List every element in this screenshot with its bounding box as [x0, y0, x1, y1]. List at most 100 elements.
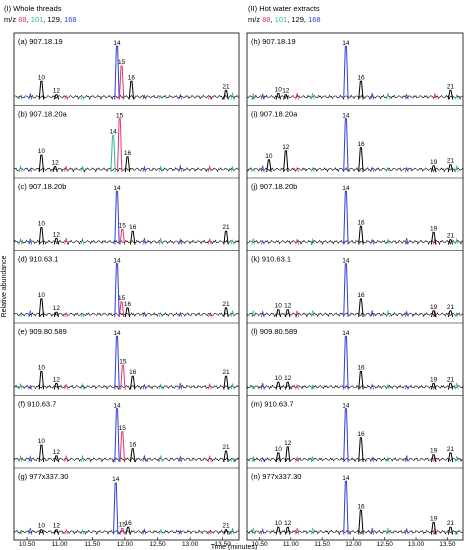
minor-peak	[386, 92, 390, 100]
minor-peak	[178, 311, 183, 318]
peak-label-14: 14	[342, 258, 350, 265]
minor-peak	[28, 167, 33, 173]
minor-peak	[295, 238, 299, 245]
peak-label-14: 14	[113, 403, 121, 410]
peak-14	[114, 190, 120, 245]
minor-peak	[142, 455, 147, 463]
peak-label-14: 14	[342, 113, 350, 120]
peak-label-15: 15	[118, 59, 126, 66]
peak-19	[430, 310, 437, 318]
peak-label-10: 10	[275, 86, 283, 93]
peak-label-21: 21	[222, 523, 230, 530]
minor-peak	[207, 529, 212, 535]
peak-21	[223, 450, 229, 463]
peak-16	[358, 80, 364, 100]
minor-peak	[251, 168, 256, 173]
minor-peak	[260, 528, 265, 535]
peak-label-12: 12	[53, 88, 61, 95]
y-axis-label: Relative abundance	[1, 255, 8, 317]
peak-12	[53, 455, 60, 463]
minor-peak	[310, 384, 315, 390]
ion-legend-left: m/z 88, 101, 129, 168	[4, 15, 77, 24]
minor-peak	[80, 95, 85, 100]
minor-peak	[260, 165, 265, 173]
minor-peak	[295, 527, 299, 535]
baseline-trace	[13, 312, 240, 318]
minor-peak	[454, 530, 459, 535]
peak-10	[38, 154, 45, 173]
minor-peak	[207, 455, 212, 463]
peak-label-19: 19	[430, 376, 438, 383]
peak-12	[53, 237, 60, 245]
minor-peak	[454, 456, 459, 463]
minor-peak	[64, 311, 69, 318]
peak-label-10: 10	[38, 438, 46, 445]
x-tick-label: 12.50	[377, 541, 394, 548]
peak-16	[358, 147, 364, 173]
peak-12	[53, 382, 60, 390]
baseline-trace	[246, 384, 464, 390]
panel-label: (d) 910.63.1	[18, 255, 58, 264]
peak-14	[114, 335, 120, 390]
x-tick-label: 13.50	[215, 541, 232, 548]
minor-peak	[142, 383, 147, 390]
peak-12	[285, 446, 291, 463]
minor-peak	[158, 165, 163, 173]
minor-peak	[64, 165, 69, 173]
peak-label-19: 19	[430, 304, 438, 311]
minor-peak	[28, 310, 33, 318]
minor-peak	[260, 456, 265, 463]
minor-peak	[230, 527, 235, 535]
minor-peak	[158, 528, 163, 535]
peak-label-16: 16	[124, 301, 132, 308]
peak-14	[114, 408, 120, 463]
peak-10	[38, 298, 45, 318]
peak-21	[447, 310, 454, 318]
minor-peak	[386, 383, 390, 390]
peak-label-16: 16	[129, 369, 137, 376]
minor-peak	[386, 456, 390, 463]
ion-88-label: 88	[18, 15, 27, 24]
minor-peak	[64, 383, 69, 390]
peak-label-19: 19	[430, 159, 438, 166]
peak-19	[430, 382, 437, 390]
minor-peak	[80, 312, 85, 318]
peak-16	[358, 370, 364, 390]
x-tick-label: 11.00	[283, 541, 299, 548]
peak-label-14: 14	[113, 185, 121, 192]
peak-12	[52, 166, 58, 173]
peak-label-19: 19	[430, 225, 438, 232]
minor-peak	[64, 237, 69, 245]
minor-peak	[178, 93, 183, 100]
minor-peak	[230, 310, 235, 318]
minor-peak	[260, 310, 265, 318]
panel-label: (b) 907.18.20a	[18, 110, 68, 119]
minor-peak	[370, 238, 375, 245]
minor-peak	[386, 527, 390, 535]
minor-peak	[178, 165, 183, 173]
panel-label: (j) 907.18.20b	[251, 182, 297, 191]
peak-label-12: 12	[284, 303, 292, 310]
minor-peak	[207, 238, 212, 245]
minor-peak	[18, 313, 23, 318]
peak-14	[343, 190, 349, 245]
peak-label-14: 14	[110, 129, 118, 136]
baseline-trace	[246, 239, 464, 246]
peak-label-21: 21	[447, 158, 455, 165]
peak-19	[430, 521, 437, 535]
peak-15	[119, 228, 125, 245]
peak-16	[130, 230, 136, 245]
peak-21	[447, 164, 454, 173]
peak-label-21: 21	[447, 376, 455, 383]
peak-14	[343, 118, 349, 173]
panel-label: (l) 909.80.589	[251, 327, 297, 336]
minor-peak	[158, 383, 163, 390]
peak-label-21: 21	[222, 444, 230, 451]
minor-peak	[80, 166, 85, 173]
baseline-trace	[13, 94, 240, 101]
baseline-trace	[13, 384, 240, 391]
baseline-trace	[246, 167, 464, 173]
peak-label-14: 14	[342, 403, 350, 410]
x-axis-label: Time (minutes)	[211, 544, 257, 550]
peak-16	[358, 225, 364, 245]
